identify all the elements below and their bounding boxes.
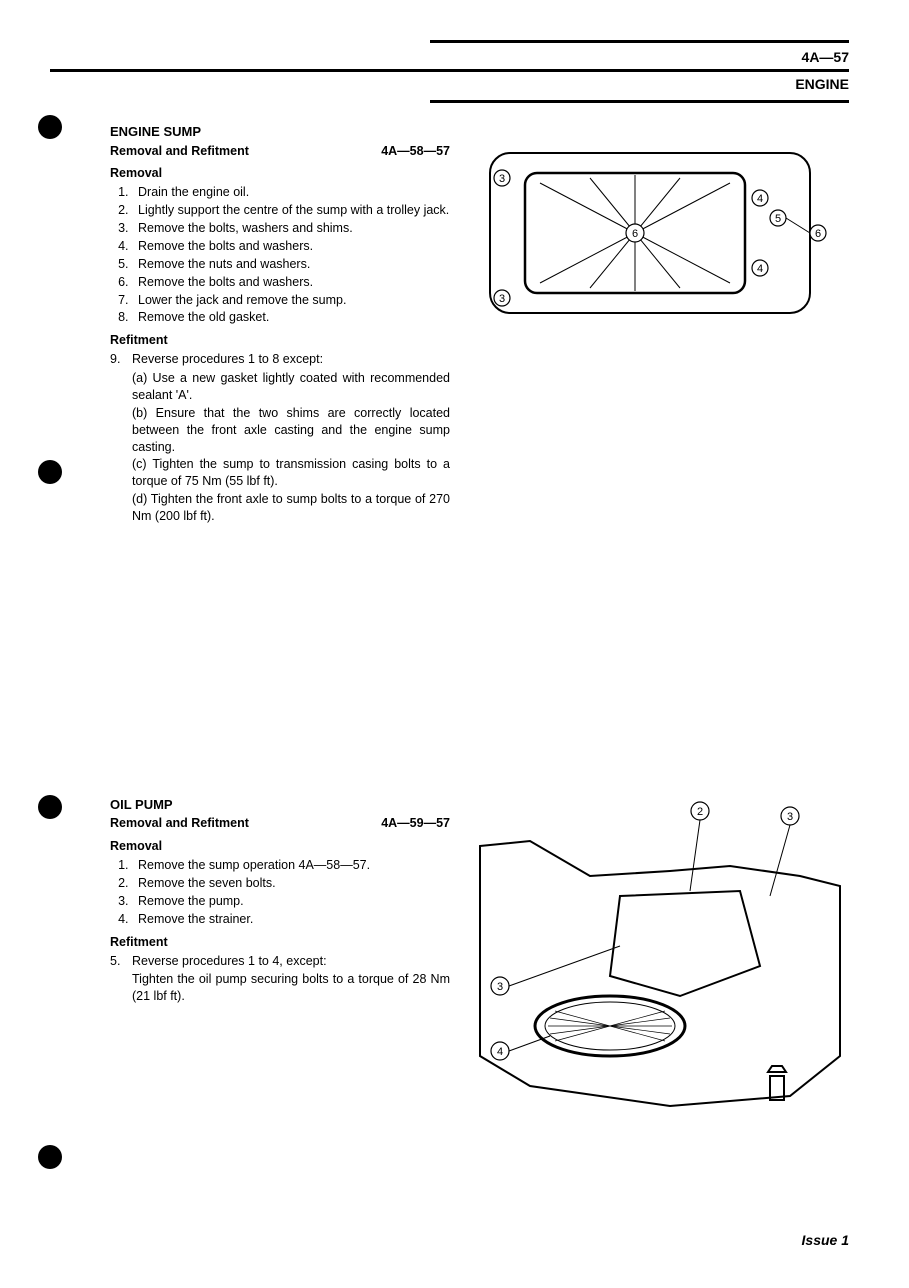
punch-hole-icon [38,1145,62,1169]
subtitle: Removal and Refitment [110,815,249,832]
svg-text:4: 4 [757,263,763,275]
punch-hole-icon [38,460,62,484]
step-item: Remove the nuts and washers. [132,256,450,273]
ref-code: 4A—59—57 [381,815,450,832]
removal-heading: Removal [110,838,450,855]
subtitle-row: Removal and Refitment 4A—59—57 [110,815,450,832]
subtitle-row: Removal and Refitment 4A—58—57 [110,143,450,160]
engine-sump-diagram: 3 3 6 4 4 5 6 [470,123,830,333]
punch-hole-icon [38,115,62,139]
manual-page: 4A—57 ENGINE ENGINE SUMP Removal and Ref… [0,0,909,1288]
section-engine-sump: ENGINE SUMP Removal and Refitment 4A—58—… [110,123,849,526]
refitment-sub: (d) Tighten the front axle to sump bolts… [132,491,450,525]
step-item: Remove the bolts and washers. [132,238,450,255]
refitment-block: 5. Reverse procedures 1 to 4, except: Ti… [110,953,450,1007]
step-item: Remove the bolts and washers. [132,274,450,291]
diagram-column: 3 3 6 4 4 5 6 [470,123,849,526]
text-column: ENGINE SUMP Removal and Refitment 4A—58—… [110,123,450,526]
section-title: OIL PUMP [110,796,450,814]
page-code: 4A—57 [50,45,849,69]
step-item: Remove the sump operation 4A—58—57. [132,857,450,874]
step-number: 9. [110,351,132,526]
refitment-sub: (a) Use a new gasket lightly coated with… [132,370,450,404]
ref-code: 4A—58—57 [381,143,450,160]
step-item: Lower the jack and remove the sump. [132,292,450,309]
section-label: ENGINE [50,74,849,96]
section-title: ENGINE SUMP [110,123,450,141]
refitment-heading: Refitment [110,332,450,349]
subtitle: Removal and Refitment [110,143,249,160]
header-rule [430,40,849,43]
refitment-block: 9. Reverse procedures 1 to 8 except: (a)… [110,351,450,526]
removal-steps: Remove the sump operation 4A—58—57. Remo… [110,857,450,928]
punch-hole-icon [38,795,62,819]
svg-text:2: 2 [697,806,703,818]
diagram-column: 2 3 3 4 [470,796,850,1116]
svg-text:6: 6 [632,228,638,240]
header-rule [50,69,849,72]
step-item: Remove the strainer. [132,911,450,928]
svg-text:3: 3 [499,293,505,305]
step-item: Remove the old gasket. [132,309,450,326]
refitment-heading: Refitment [110,934,450,951]
oil-pump-diagram: 2 3 3 4 [470,796,850,1116]
section-oil-pump: OIL PUMP Removal and Refitment 4A—59—57 … [110,796,849,1116]
svg-text:3: 3 [787,811,793,823]
svg-text:4: 4 [497,1046,503,1058]
step-item: Remove the pump. [132,893,450,910]
step-number: 5. [110,953,132,1007]
refitment-lead: Reverse procedures 1 to 4, except: [132,953,450,970]
removal-heading: Removal [110,165,450,182]
svg-text:3: 3 [497,981,503,993]
svg-text:4: 4 [757,193,763,205]
step-item: Drain the engine oil. [132,184,450,201]
text-column: OIL PUMP Removal and Refitment 4A—59—57 … [110,796,450,1116]
step-item: Remove the seven bolts. [132,875,450,892]
svg-text:3: 3 [499,173,505,185]
svg-text:5: 5 [775,213,781,225]
refitment-sub: (c) Tighten the sump to transmission cas… [132,456,450,490]
refitment-sub: Tighten the oil pump securing bolts to a… [132,971,450,1005]
header-rule [430,100,849,103]
refitment-sub: (b) Ensure that the two shims are correc… [132,405,450,456]
refitment-lead: Reverse procedures 1 to 8 except: [132,351,450,368]
svg-text:6: 6 [815,228,821,240]
removal-steps: Drain the engine oil. Lightly support th… [110,184,450,326]
footer-issue: Issue 1 [802,1232,849,1248]
step-item: Remove the bolts, washers and shims. [132,220,450,237]
step-item: Lightly support the centre of the sump w… [132,202,450,219]
